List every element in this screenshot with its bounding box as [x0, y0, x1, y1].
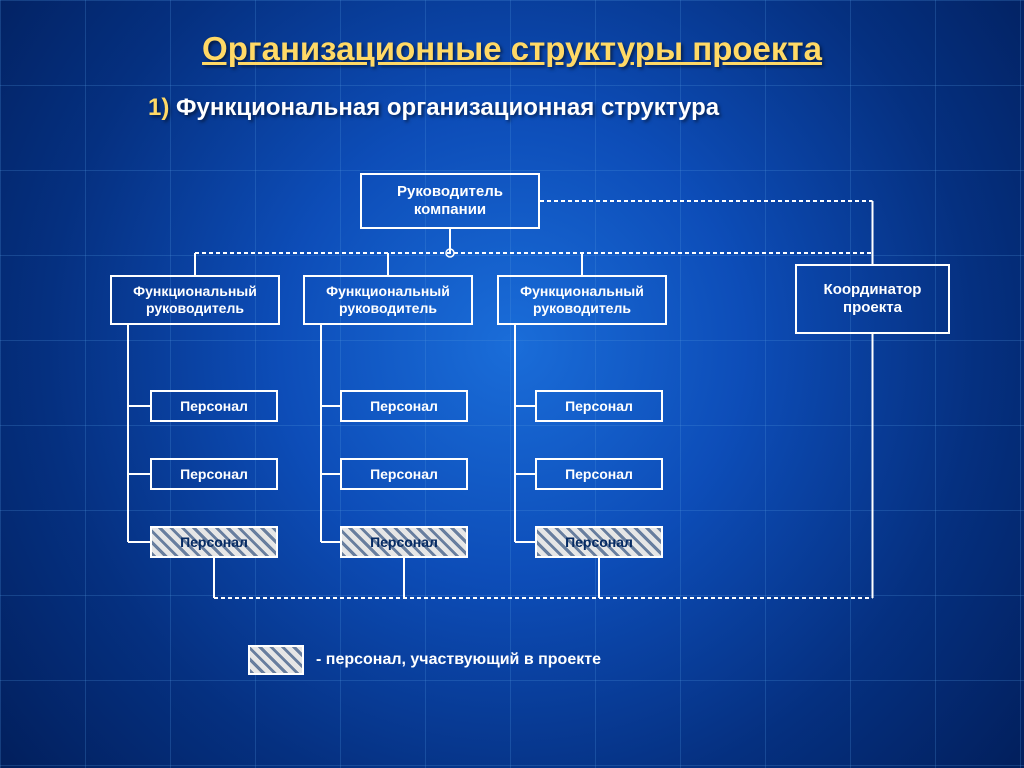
staff-box-project: Персонал — [340, 526, 468, 558]
manager-box: Функциональный руководитель — [110, 275, 280, 325]
slide-subtitle: 1) Функциональная организационная структ… — [148, 94, 1024, 122]
content: Организационные структуры проекта 1) Фун… — [0, 0, 1024, 122]
legend-text: - персонал, участвующий в проекте — [316, 651, 601, 669]
staff-box: Персонал — [150, 390, 278, 422]
staff-box: Персонал — [535, 390, 663, 422]
manager-box: Функциональный руководитель — [497, 275, 667, 325]
subtitle-number: 1) — [148, 94, 169, 121]
subtitle-text: Функциональная организационная структура — [176, 94, 719, 121]
manager-box: Функциональный руководитель — [303, 275, 473, 325]
legend-swatch — [248, 645, 304, 675]
staff-box: Персонал — [535, 458, 663, 490]
staff-box: Персонал — [340, 390, 468, 422]
root-box: Руководитель компании — [360, 173, 540, 229]
staff-box-project: Персонал — [535, 526, 663, 558]
slide-title: Организационные структуры проекта — [0, 0, 1024, 68]
staff-box-project: Персонал — [150, 526, 278, 558]
coordinator-box: Координатор проекта — [795, 264, 950, 334]
staff-box: Персонал — [150, 458, 278, 490]
staff-box: Персонал — [340, 458, 468, 490]
